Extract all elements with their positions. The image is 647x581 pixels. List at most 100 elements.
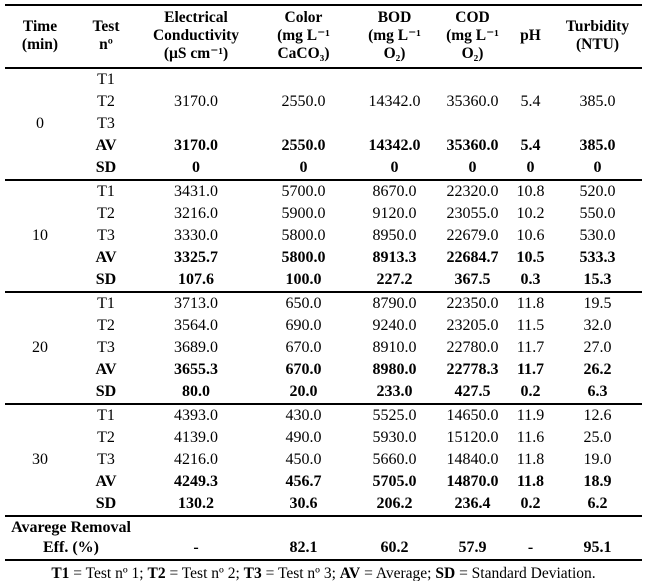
- color-removal-cell: 82.1: [255, 516, 352, 561]
- time-cell: [5, 381, 75, 405]
- cod-value-cell: 22350.0: [446, 295, 499, 312]
- bod-value-cell: 8910.0: [372, 339, 417, 356]
- turbidity-value-cell: 6.2: [553, 493, 642, 517]
- test-label-cell: SD: [75, 381, 137, 405]
- ph-value-cell: 5.4: [520, 137, 541, 154]
- color-value-cell: 30.6: [255, 493, 352, 517]
- footnote-text: = Test nº 2;: [165, 565, 244, 581]
- table-row: T1 4393.0 430.0 5525.0 14650.0 11.9 12.6: [5, 404, 642, 427]
- test-label-cell: T3: [97, 115, 115, 132]
- turbidity-value-cell: 26.2: [583, 361, 612, 378]
- bod-value-cell: 0: [352, 157, 437, 181]
- test-label-cell: SD: [75, 493, 137, 517]
- table-row: AV 3655.3 670.0 8980.0 22778.3 11.7 26.2: [5, 359, 642, 381]
- bod-value-cell: 5705.0: [372, 473, 417, 490]
- cod-value-cell: 35360.0: [446, 137, 499, 154]
- table-row: 0 T3: [5, 113, 642, 135]
- ph-removal-cell: -: [508, 516, 553, 561]
- ph-value-cell: 11.8: [516, 451, 545, 468]
- electrical-conductivity-value-cell: 0: [137, 157, 255, 181]
- turbidity-value-cell: 0: [553, 157, 642, 181]
- bod-value-cell: 233.0: [352, 381, 437, 405]
- turbidity-value-cell: 520.0: [579, 183, 616, 200]
- test-label-cell: T1: [97, 71, 115, 88]
- footnote-text: = Test nº 1;: [69, 565, 148, 581]
- table-footnote: T1 = Test nº 1; T2 = Test nº 2; T3 = Tes…: [5, 561, 642, 581]
- bod-value-cell: 227.2: [352, 269, 437, 293]
- cod-value-cell: 427.5: [437, 381, 508, 405]
- time-cell: [5, 157, 75, 181]
- table-row: AV 4249.3 456.7 5705.0 14870.0 11.8 18.9: [5, 471, 642, 493]
- color-value-cell: [255, 113, 352, 135]
- cod-value-cell: 22320.0: [446, 183, 499, 200]
- cod-removal-cell: 57.9: [437, 516, 508, 561]
- turbidity-value-cell: 550.0: [579, 205, 616, 222]
- ph-value-cell: 11.8: [516, 473, 545, 490]
- color-value-cell: 0: [255, 157, 352, 181]
- turbidity-value-cell: 15.3: [553, 269, 642, 293]
- col-header-color: Color (mg L⁻¹ CaCO₃): [255, 4, 352, 69]
- bod-value-cell: 8670.0: [372, 183, 417, 200]
- table-row: T2 3564.0 690.0 9240.0 23205.0 11.5 32.0: [5, 315, 642, 337]
- col-header-cod: COD (mg L⁻¹ O₂): [437, 4, 508, 69]
- ph-value-cell: 11.7: [516, 339, 545, 356]
- electrical-conductivity-value-cell: 3330.0: [174, 227, 218, 244]
- bod-value-cell: 8980.0: [372, 361, 417, 378]
- electrical-conductivity-value-cell: 3170.0: [174, 137, 218, 154]
- color-value-cell: 490.0: [285, 429, 322, 446]
- color-value-cell: 2550.0: [281, 137, 326, 154]
- test-label-cell: AV: [95, 249, 117, 266]
- cod-value-cell: 23205.0: [446, 317, 499, 334]
- table-row: T2 3216.0 5900.0 9120.0 23055.0 10.2 550.0: [5, 203, 642, 225]
- electrical-conductivity-value-cell: 3564.0: [174, 317, 218, 334]
- time-cell: [5, 135, 75, 157]
- footnote-text: = Standard Deviation.: [455, 565, 596, 581]
- footnote-abbr: T3: [243, 565, 262, 581]
- turbidity-value-cell: 6.3: [553, 381, 642, 405]
- time-cell: 10: [32, 227, 48, 244]
- bod-value-cell: 5525.0: [372, 407, 417, 424]
- ph-value-cell: 0.2: [508, 381, 553, 405]
- bod-removal-cell: 60.2: [352, 516, 437, 561]
- time-cell: [5, 404, 75, 427]
- color-value-cell: 20.0: [255, 381, 352, 405]
- ph-value-cell: 11.8: [516, 295, 545, 312]
- ph-value-cell: 0: [508, 157, 553, 181]
- time-cell: [5, 68, 75, 91]
- time-cell: [5, 359, 75, 381]
- time-cell: 30: [32, 451, 48, 468]
- bod-value-cell: 14342.0: [368, 137, 421, 154]
- bod-value-cell: 8913.3: [372, 249, 417, 266]
- electrical-conductivity-value-cell: [137, 68, 255, 91]
- col-header-turbidity: Turbidity (NTU): [553, 4, 642, 69]
- footnote-text: = Average;: [360, 565, 436, 581]
- bod-value-cell: 206.2: [352, 493, 437, 517]
- removal-efficiency-label: Avarege Removal Eff. (%): [5, 516, 137, 561]
- ph-value-cell: 0.3: [508, 269, 553, 293]
- time-cell: [5, 91, 75, 113]
- electrical-conductivity-value-cell: 4216.0: [174, 451, 218, 468]
- col-header-ph: pH: [508, 4, 553, 69]
- ph-value-cell: 11.6: [516, 429, 545, 446]
- electrical-conductivity-value-cell: 130.2: [137, 493, 255, 517]
- color-value-cell: 5900.0: [281, 205, 326, 222]
- electrical-conductivity-value-cell: 3689.0: [174, 339, 218, 356]
- electrical-conductivity-value-cell: 80.0: [137, 381, 255, 405]
- turbidity-value-cell: 18.9: [583, 473, 612, 490]
- table-row: T1 3713.0 650.0 8790.0 22350.0 11.8 19.5: [5, 292, 642, 315]
- table-row: 20 T3 3689.0 670.0 8910.0 22780.0 11.7 27.0: [5, 337, 642, 359]
- turbidity-value-cell: [553, 68, 642, 91]
- bod-value-cell: 8790.0: [372, 295, 417, 312]
- col-header-electrical-conductivity: Electrical Conductivity (µS cm⁻¹): [137, 4, 255, 69]
- results-table: Time (min) Test nº Electrical Conductivity…: [5, 4, 642, 561]
- test-label-cell: T2: [97, 205, 115, 222]
- turbidity-removal-cell: 95.1: [553, 516, 642, 561]
- time-cell: [5, 269, 75, 293]
- turbidity-value-cell: 19.5: [583, 295, 612, 312]
- electrical-conductivity-value-cell: 3325.7: [174, 249, 218, 266]
- cod-value-cell: 367.5: [437, 269, 508, 293]
- ph-value-cell: 11.7: [516, 361, 545, 378]
- electrical-conductivity-value-cell: 4139.0: [174, 429, 218, 446]
- color-value-cell: 670.0: [285, 361, 322, 378]
